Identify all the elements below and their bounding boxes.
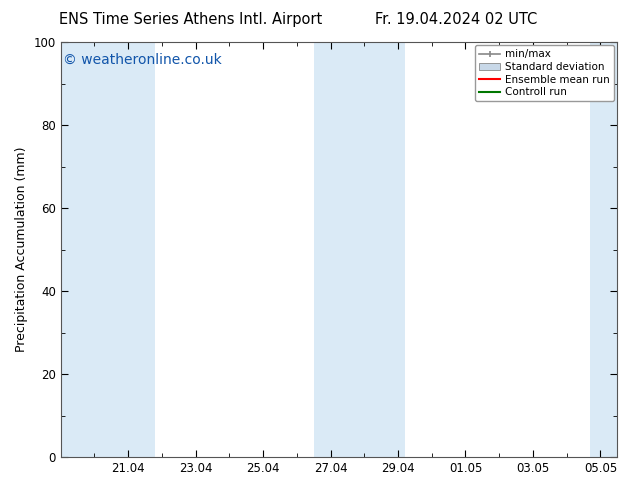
Y-axis label: Precipitation Accumulation (mm): Precipitation Accumulation (mm)	[15, 147, 28, 352]
Bar	[590, 42, 618, 457]
Bar	[61, 42, 155, 457]
Legend: min/max, Standard deviation, Ensemble mean run, Controll run: min/max, Standard deviation, Ensemble me…	[475, 45, 614, 101]
Text: Fr. 19.04.2024 02 UTC: Fr. 19.04.2024 02 UTC	[375, 12, 538, 27]
Text: © weatheronline.co.uk: © weatheronline.co.uk	[63, 52, 222, 67]
Text: ENS Time Series Athens Intl. Airport: ENS Time Series Athens Intl. Airport	[58, 12, 322, 27]
Bar	[314, 42, 404, 457]
